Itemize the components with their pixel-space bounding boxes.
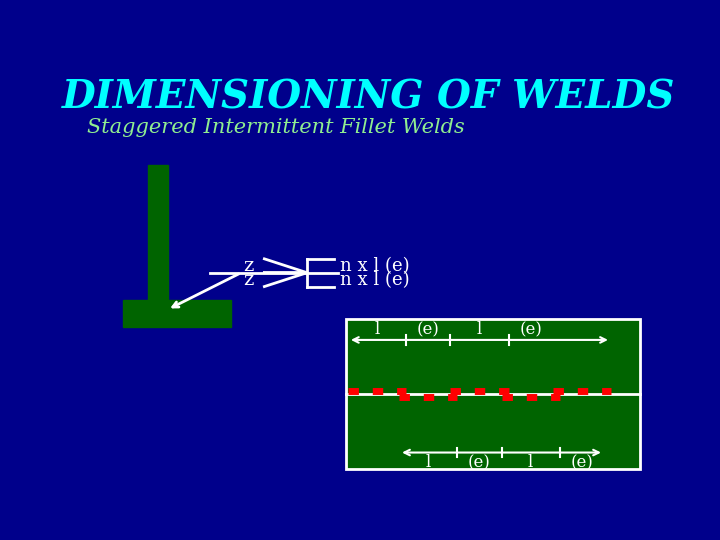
Bar bbox=[122, 300, 231, 327]
Text: l: l bbox=[528, 454, 534, 471]
Text: DIMENSIONING OF WELDS: DIMENSIONING OF WELDS bbox=[62, 78, 676, 116]
Text: n x l (e): n x l (e) bbox=[340, 256, 409, 275]
Bar bbox=[346, 319, 640, 469]
Text: Staggered Intermittent Fillet Welds: Staggered Intermittent Fillet Welds bbox=[87, 118, 465, 138]
Text: l: l bbox=[426, 454, 431, 471]
Text: n x l (e): n x l (e) bbox=[340, 271, 409, 288]
Text: l: l bbox=[477, 321, 482, 339]
Text: (e): (e) bbox=[417, 321, 440, 339]
Text: l: l bbox=[374, 321, 379, 339]
Text: (e): (e) bbox=[570, 454, 593, 471]
Bar bbox=[148, 165, 168, 300]
Text: (e): (e) bbox=[468, 454, 491, 471]
Text: z: z bbox=[243, 271, 254, 288]
Text: (e): (e) bbox=[519, 321, 542, 339]
Text: z: z bbox=[243, 256, 254, 275]
